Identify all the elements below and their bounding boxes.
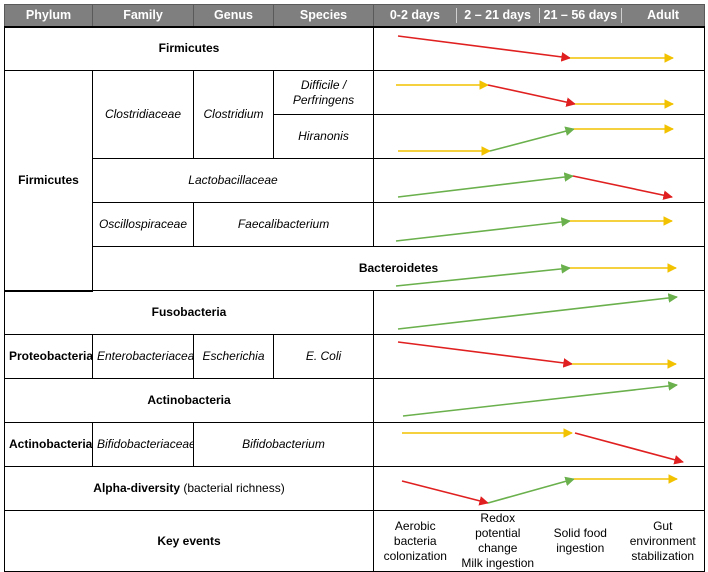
label-clostridiaceae: Clostridiaceae xyxy=(92,70,194,159)
label-proteobacteria: Proteobacteria xyxy=(4,334,93,379)
trend-cell xyxy=(373,70,705,115)
row-firmicutes: Firmicutes xyxy=(4,26,705,71)
alpha-diversity-note: (bacterial richness) xyxy=(180,481,285,495)
header-timeline: 0-2 days 2 – 21 days 21 – 56 days Adult xyxy=(373,4,705,28)
header-t3: 21 – 56 days xyxy=(540,7,623,23)
row-lactobacillaceae: Lactobacillaceae xyxy=(5,158,705,203)
microbiota-trend-table: Phylum Family Genus Species 0-2 days 2 –… xyxy=(4,4,705,572)
key-events-cell: Aerobic bacteria colonization Redox pote… xyxy=(373,510,705,572)
event-gut-stabilization: Gut environment stabilization xyxy=(629,518,696,563)
trend-cell xyxy=(373,378,705,423)
trend-cell xyxy=(373,334,705,379)
trend-cell xyxy=(373,114,705,159)
label-hiranonis: Hiranonis xyxy=(273,114,374,159)
event-solid-food: Solid food ingestion xyxy=(553,526,607,555)
label-difficile: Difficile / Perfringens xyxy=(273,70,374,115)
header-genus: Genus xyxy=(193,4,274,28)
event-aerobic-colonization: Aerobic bacteria colonization xyxy=(383,518,447,563)
header-row: Phylum Family Genus Species 0-2 days 2 –… xyxy=(4,4,705,28)
label-alpha-diversity: Alpha-diversity (bacterial richness) xyxy=(4,466,374,511)
event-redox-milk: Redox potential change Milk ingestion xyxy=(457,511,540,571)
row-proteobacteria: Proteobacteria Enterobacteriaceae Escher… xyxy=(4,334,705,379)
event-milk: Milk ingestion xyxy=(461,556,535,570)
label-clostridium: Clostridium xyxy=(193,70,274,159)
label-oscillospiraceae: Oscillospiraceae xyxy=(92,202,194,247)
row-alpha-diversity: Alpha-diversity (bacterial richness) xyxy=(4,466,705,511)
trend-cell xyxy=(373,202,705,247)
label-bifidobacteriaceae: Bifidobacteriaceae xyxy=(92,422,194,467)
label-escherichia: Escherichia xyxy=(193,334,274,379)
row-bacteroidetes: Bacteroidetes xyxy=(5,246,705,291)
trend-cell xyxy=(373,26,705,71)
header-family: Family xyxy=(92,4,194,28)
trend-cell xyxy=(373,466,705,511)
label-enterobacteriaceae: Enterobacteriaceae xyxy=(92,334,194,379)
trend-cell xyxy=(373,422,705,467)
trend-cell xyxy=(373,290,705,335)
label-faecalibacterium: Faecalibacterium xyxy=(193,202,374,247)
header-t4: Adult xyxy=(647,7,680,22)
label-firmicutes-phylum: Firmicutes xyxy=(4,70,93,292)
label-actinobacteria: Actinobacteria xyxy=(4,378,374,423)
row-key-events: Key events Aerobic bacteria colonization… xyxy=(4,510,705,572)
row-difficile: Firmicutes Clostridiaceae Clostridium Di… xyxy=(4,70,705,292)
header-phylum: Phylum xyxy=(4,4,93,28)
header-t2: 2 – 21 days xyxy=(457,7,540,23)
row-fusobacteria: Fusobacteria xyxy=(4,290,705,335)
label-firmicutes: Firmicutes xyxy=(4,26,374,71)
label-bacteroidetes: Bacteroidetes xyxy=(92,246,705,291)
event-redox: Redox potential change xyxy=(475,511,521,556)
alpha-diversity-bold: Alpha-diversity xyxy=(93,481,180,495)
label-fusobacteria: Fusobacteria xyxy=(4,290,374,335)
label-actinobacteria-phylum: Actinobacteria xyxy=(4,422,93,467)
label-lactobacillaceae: Lactobacillaceae xyxy=(92,158,374,203)
row-faecalibacterium: Oscillospiraceae Faecalibacterium xyxy=(5,202,705,247)
header-t1: 0-2 days xyxy=(375,7,457,23)
row-bifidobacterium: Actinobacteria Bifidobacteriaceae Bifido… xyxy=(4,422,705,467)
label-bifidobacterium: Bifidobacterium xyxy=(193,422,374,467)
row-actinobacteria: Actinobacteria xyxy=(4,378,705,423)
trend-cell xyxy=(373,158,705,203)
label-key-events: Key events xyxy=(4,510,374,572)
label-ecoli: E. Coli xyxy=(273,334,374,379)
header-species: Species xyxy=(273,4,374,28)
